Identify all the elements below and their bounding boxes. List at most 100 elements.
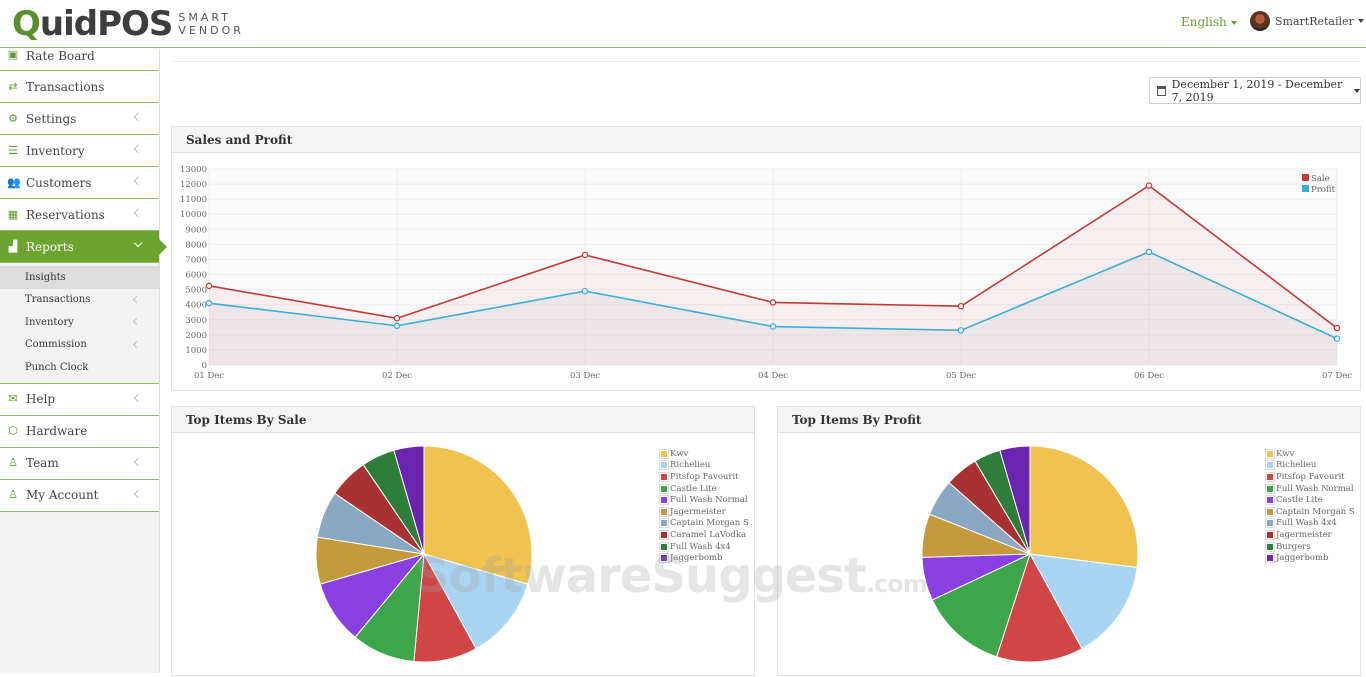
sidebar-item-label: My Account [26, 488, 99, 502]
data-point-profit[interactable] [769, 323, 777, 330]
data-point-sale[interactable] [1333, 324, 1341, 332]
sidebar-item-transactions[interactable]: ⇄ Transactions [0, 71, 159, 103]
pie-slice[interactable] [1029, 445, 1139, 569]
legend-item: Castle Lite [1265, 494, 1355, 506]
sidebar: ▣ Rate Board ⇄ Transactions ⚙ Settings ☰… [0, 49, 167, 673]
legend-label: Kwv [670, 448, 689, 459]
data-point-profit[interactable] [393, 322, 401, 330]
subnav-item-commission[interactable]: Commission [0, 334, 159, 357]
legend-swatch [659, 506, 669, 517]
y-tick-label: 3000 [185, 316, 207, 326]
legend-label: Castle Lite [670, 483, 717, 494]
sidebar-item-label: Transactions [26, 79, 105, 94]
legend-item: Richelieu [659, 460, 749, 472]
legend-label: Jagermeister [670, 506, 726, 517]
x-tick-label: 03 Dec [570, 371, 600, 381]
panel-title: Top Items By Profit [778, 407, 1360, 433]
sidebar-item-label: Rate Board [26, 49, 95, 63]
data-point-profit[interactable] [1333, 335, 1341, 342]
legend-swatch [1265, 460, 1275, 471]
chevron-left-icon [133, 393, 143, 402]
chevron-left-icon [133, 112, 143, 122]
legend-item: Jaggerbomb [659, 552, 749, 564]
data-point-sale[interactable] [393, 315, 401, 322]
sidebar-item-help[interactable]: ✉ Help [0, 383, 159, 416]
sidebar-item-customers[interactable]: 👥 Customers [0, 167, 159, 199]
legend-swatch [659, 448, 669, 459]
y-tick-label: 9000 [185, 225, 207, 235]
chevron-left-icon [133, 489, 143, 498]
legend-swatch [1265, 518, 1275, 529]
rate-board-icon: ▣ [7, 48, 19, 61]
top-items-by-profit-pie-chart [921, 445, 1139, 663]
legend-item: Pitsfop Favourit [1265, 471, 1355, 483]
envelope-icon: ✉ [8, 392, 18, 405]
language-dropdown[interactable]: English [1181, 15, 1237, 29]
subnav-item-insights[interactable]: Insights [0, 266, 159, 289]
sidebar-item-team[interactable]: ♙ Team [0, 447, 159, 480]
sidebar-item-label: Inventory [26, 143, 85, 158]
legend-item: Kwv [659, 448, 749, 460]
avatar [1250, 11, 1270, 31]
subnav-item-inventory[interactable]: Inventory [0, 311, 159, 334]
legend-label: Castle Lite [1276, 495, 1323, 506]
y-tick-label: 5000 [185, 286, 207, 296]
pie-slice[interactable] [423, 445, 533, 585]
legend-label: Burgers [1276, 541, 1311, 552]
legend-swatch [1265, 495, 1275, 506]
pie-slice[interactable] [393, 445, 425, 555]
data-point-sale[interactable] [957, 302, 965, 310]
data-point-profit[interactable] [205, 299, 213, 307]
caret-down-icon [1230, 20, 1237, 25]
data-point-sale[interactable] [581, 251, 589, 259]
pie-slice[interactable] [931, 553, 1031, 658]
sidebar-item-settings[interactable]: ⚙ Settings [0, 103, 159, 135]
y-tick-label: 12000 [180, 180, 207, 190]
pie-slice[interactable] [1029, 553, 1138, 650]
legend-label: Jagermeister [1276, 529, 1332, 540]
data-point-sale[interactable] [1145, 182, 1153, 189]
legend-item: Full Wash Normal [1265, 483, 1355, 495]
user-menu[interactable]: SmartRetailer [1250, 11, 1364, 31]
sidebar-item-rate-board[interactable]: ▣ Rate Board [0, 49, 159, 71]
x-tick-label: 05 Dec [946, 371, 976, 381]
logo-tagline: SMART VENDOR [178, 11, 244, 37]
top-header: QuidPOS SMART VENDOR English SmartRetail… [0, 0, 1366, 48]
legend-label: Richelieu [670, 460, 711, 471]
sidebar-item-reports[interactable]: ▟ Reports [0, 231, 167, 263]
legend-item: Captain Morgan S [1265, 506, 1355, 518]
y-tick-label: 10000 [180, 210, 207, 220]
sidebar-item-hardware[interactable]: ⬡ Hardware [0, 415, 159, 448]
chevron-left-icon [132, 295, 141, 303]
y-tick-label: 1000 [185, 346, 207, 356]
pie-slice[interactable] [422, 553, 529, 650]
legend-label: Full Wash 4x4 [670, 541, 731, 552]
top-items-by-sale-pie-chart [315, 445, 533, 663]
pie-slice[interactable] [995, 552, 1083, 663]
data-point-profit[interactable] [581, 287, 589, 295]
y-tick-label: 0 [202, 361, 207, 371]
y-tick-label: 8000 [185, 240, 207, 250]
chevron-left-icon [133, 144, 143, 154]
data-point-sale[interactable] [205, 282, 213, 290]
gear-icon: ⚙ [8, 111, 18, 125]
legend-swatch [1265, 529, 1275, 540]
y-tick-label: 7000 [185, 255, 207, 265]
data-point-profit[interactable] [1145, 248, 1153, 256]
data-point-sale[interactable] [769, 299, 777, 306]
subnav-item-punch-clock[interactable]: Punch Clock [25, 361, 89, 373]
sidebar-item-label: Hardware [26, 424, 88, 438]
date-range-picker[interactable]: December 1, 2019 - December 7, 2019 [1149, 77, 1361, 104]
user-icon: ♙ [8, 488, 18, 501]
subnav-item-transactions[interactable]: Transactions [0, 289, 159, 312]
sidebar-item-my-account[interactable]: ♙ My Account [0, 479, 159, 512]
sidebar-item-label: Help [26, 392, 56, 406]
panel-title: Sales and Profit [172, 127, 1360, 153]
sidebar-item-reservations[interactable]: ▦ Reservations [0, 199, 159, 231]
pie-slice[interactable] [999, 445, 1031, 555]
data-point-profit[interactable] [957, 327, 965, 334]
legend-item: Full Wash Normal [659, 494, 749, 506]
logo[interactable]: QuidPOS SMART VENDOR [12, 4, 244, 44]
legend-swatch [659, 518, 669, 529]
sidebar-item-inventory[interactable]: ☰ Inventory [0, 135, 159, 167]
